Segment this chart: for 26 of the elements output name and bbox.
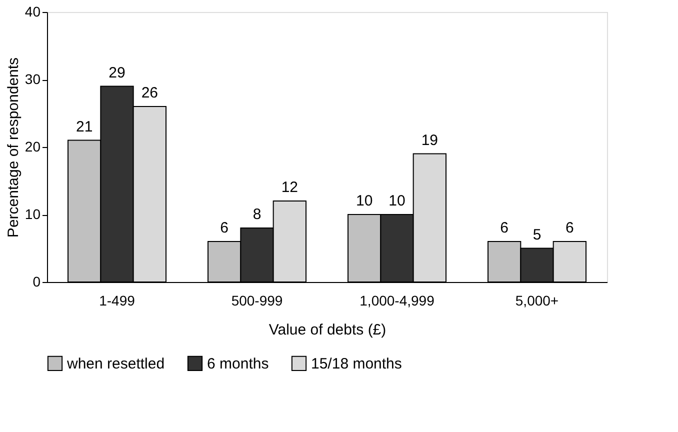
data-label: 12 — [281, 179, 298, 196]
data-label: 6 — [565, 220, 574, 236]
y-tick-label: 10 — [24, 206, 41, 222]
data-label: 21 — [76, 118, 93, 136]
y-tick-label: 40 — [24, 4, 41, 20]
data-label: 26 — [141, 84, 158, 102]
data-label: 6 — [220, 220, 229, 236]
y-tick-label: 0 — [32, 274, 41, 290]
legend-label: when resettled — [66, 355, 165, 372]
x-tick-label: 1,000-4,999 — [360, 292, 435, 308]
y-tick-label: 30 — [24, 71, 41, 87]
legend-label: 15/18 months — [311, 355, 402, 372]
data-label: 6 — [500, 220, 509, 236]
x-tick-label: 500-999 — [231, 292, 283, 308]
x-tick-label: 1-499 — [99, 292, 136, 308]
x-axis-title: Value of debts (£) — [268, 322, 386, 338]
data-label: 5 — [532, 226, 542, 244]
data-label: 8 — [252, 206, 262, 223]
y-axis-title: Percentage of respondents — [4, 57, 22, 238]
data-label: 10 — [356, 192, 373, 210]
data-label: 19 — [421, 132, 438, 149]
data-label: 10 — [388, 192, 406, 210]
legend-label: 6 months — [207, 355, 269, 372]
x-tick-label: 5,000+ — [515, 292, 559, 308]
data-label: 29 — [108, 64, 126, 82]
y-tick-label: 20 — [24, 138, 41, 154]
